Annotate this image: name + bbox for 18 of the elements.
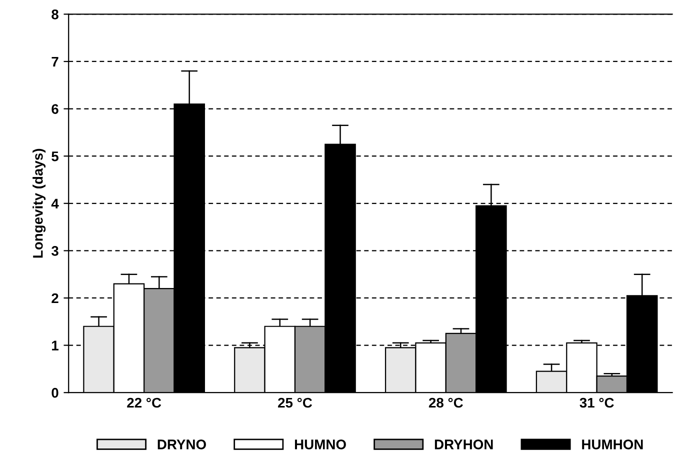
y-axis-title: Longevity (days) <box>32 148 46 258</box>
x-tick-label: 22 °C <box>127 398 162 408</box>
legend-label: DRYHON <box>434 440 493 450</box>
y-tick-label: 2 <box>52 293 58 304</box>
y-tick-label: 1 <box>52 340 58 350</box>
y-tick-label: 7 <box>52 56 58 67</box>
legend-label: HUMHON <box>582 440 643 450</box>
x-tick-label: 31 °C <box>580 398 614 408</box>
y-tick-label: 5 <box>52 152 58 162</box>
x-tick-label: 25 °C <box>278 398 312 408</box>
y-tick-label: 3 <box>51 246 58 256</box>
y-tick-label: 4 <box>51 198 59 208</box>
legend-label: DRYNO <box>158 440 206 450</box>
x-tick-label: 28 °C <box>428 398 463 408</box>
y-tick-label: 6 <box>52 104 58 114</box>
legend-label: HUMNO <box>294 440 346 450</box>
y-tick-label: 8 <box>52 10 58 20</box>
y-tick-label: 0 <box>52 388 58 398</box>
